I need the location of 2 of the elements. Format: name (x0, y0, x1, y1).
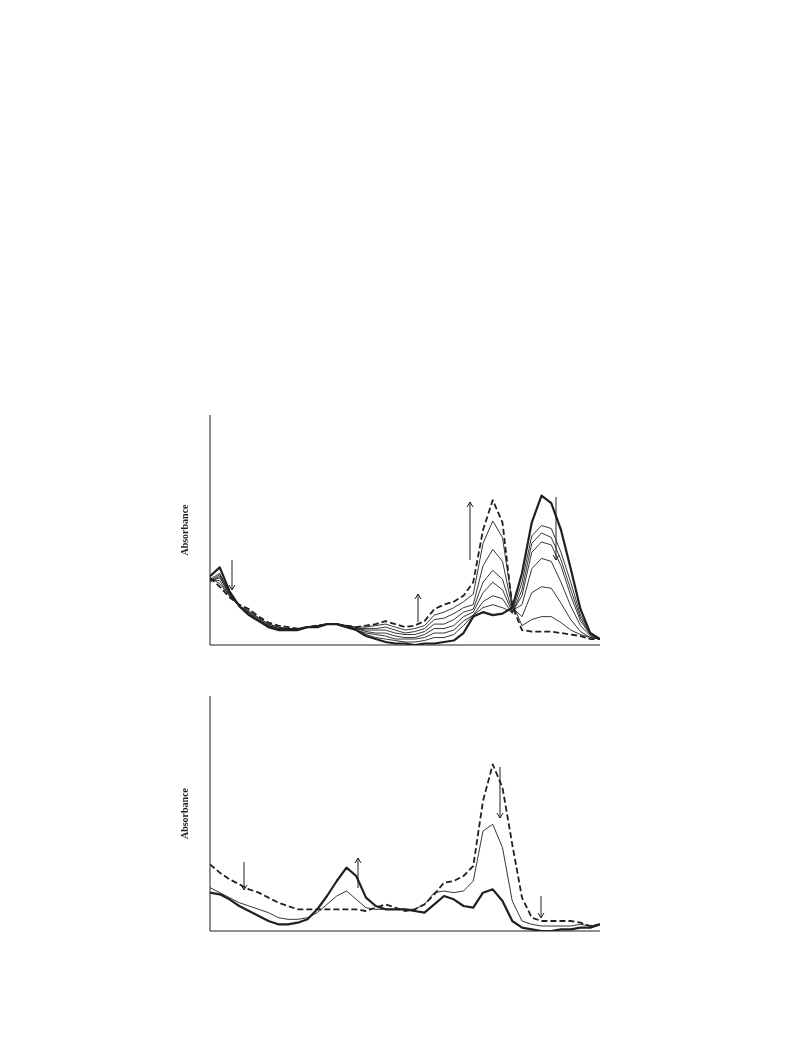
y-axis-title: Absorbance (178, 787, 190, 840)
y-axis-title: Absorbance (178, 503, 190, 556)
